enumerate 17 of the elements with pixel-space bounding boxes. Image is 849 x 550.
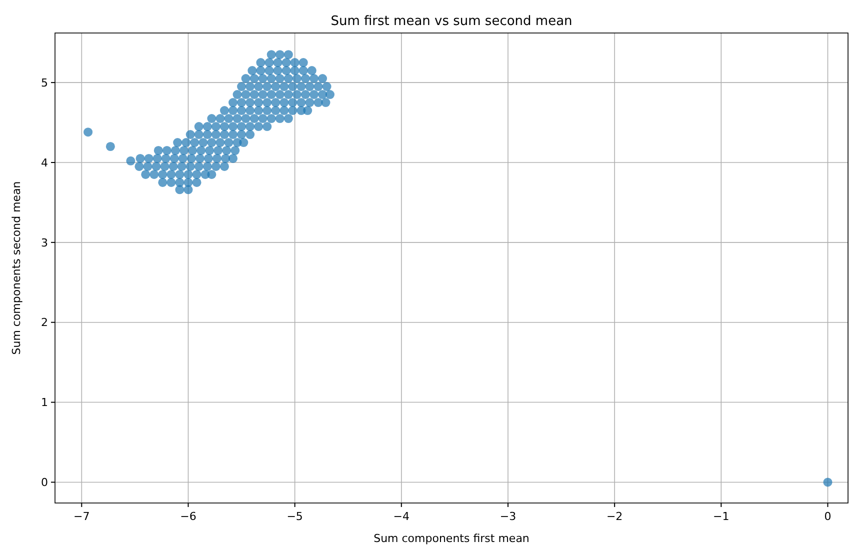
x-tick-label: 0 — [824, 510, 832, 523]
y-tick-label: 5 — [41, 76, 48, 90]
x-tick-label: −1 — [713, 510, 730, 523]
x-tick-label: −7 — [74, 510, 90, 523]
x-tick-label: −3 — [500, 510, 516, 523]
x-tick-label: −2 — [606, 510, 623, 523]
x-tick-label: −5 — [286, 510, 303, 523]
x-axis-title: Sum components first mean — [374, 532, 530, 545]
y-tick-label: 4 — [41, 156, 48, 170]
y-axis-title: Sum components second mean — [10, 181, 23, 355]
y-tick-label: 0 — [41, 476, 48, 490]
y-tick-label: 2 — [41, 316, 48, 330]
y-tick-label: 1 — [41, 396, 48, 410]
x-tick-label: −6 — [180, 510, 196, 523]
x-tick-label: −4 — [393, 510, 410, 523]
y-tick-label: 3 — [41, 236, 48, 250]
chart-title: Sum first mean vs sum second mean — [330, 14, 572, 29]
